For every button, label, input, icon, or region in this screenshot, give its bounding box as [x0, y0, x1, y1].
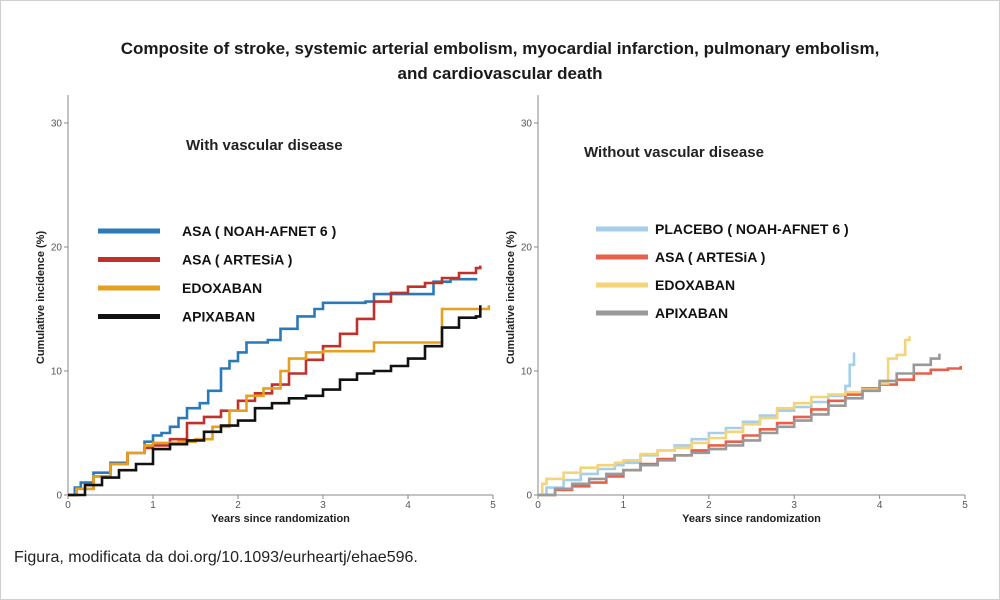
- x-tick-label: 0: [65, 500, 71, 511]
- legend-label: EDOXABAN: [655, 277, 735, 293]
- panel-with-vascular: 0 10 20 30 0 1 2 3 4 5 Years since randomization Cu…: [35, 95, 496, 525]
- x-tick-label: 1: [150, 500, 156, 511]
- x-tick-label: 2: [235, 500, 241, 511]
- figure-caption: Figura, modificata da doi.org/10.1093/eu…: [14, 549, 418, 566]
- y-tick-label: 30: [521, 119, 533, 130]
- x-axis-label: Years since randomization: [682, 513, 821, 525]
- panel-subtitle: Without vascular disease: [584, 144, 764, 161]
- legend-label: APIXABAN: [655, 305, 728, 321]
- panel-without-vascular: 0 10 20 30 0 1 2 3 4 5 Years since randomization Cu…: [505, 95, 968, 525]
- series-line-4: [68, 305, 482, 497]
- y-tick-label: 10: [521, 367, 533, 378]
- x-tick-label: 4: [877, 500, 883, 511]
- x-axis-label: Years since randomization: [211, 513, 350, 525]
- x-tick-label: 1: [621, 500, 627, 511]
- x-tick-label: 0: [535, 500, 541, 511]
- panel-subtitle: With vascular disease: [186, 137, 343, 154]
- x-tick-label: 2: [706, 500, 712, 511]
- x-tick-label: 4: [405, 500, 411, 511]
- legend-label: EDOXABAN: [182, 280, 262, 296]
- series-line-4: [538, 353, 941, 497]
- x-tick-label: 3: [320, 500, 326, 511]
- legend-label: APIXABAN: [182, 309, 255, 325]
- x-tick-label: 5: [962, 500, 968, 511]
- chart-main-title: Composite of stroke, systemic arterial e…: [120, 39, 880, 83]
- legend-label: ASA ( NOAH-AFNET 6 ): [182, 223, 336, 239]
- series-line-2: [68, 265, 482, 497]
- y-tick-label: 0: [56, 491, 62, 502]
- y-axis-label: Cumulative incidence (%): [35, 231, 47, 365]
- y-tick-label: 10: [51, 367, 63, 378]
- y-tick-label: 0: [526, 491, 532, 502]
- x-tick-label: 5: [490, 500, 496, 511]
- y-tick-label: 20: [51, 243, 63, 254]
- legend-label: ASA ( ARTESiA ): [182, 252, 292, 268]
- y-tick-label: 20: [521, 243, 533, 254]
- series-line-1: [538, 352, 856, 497]
- series-line-3: [68, 305, 491, 497]
- legend-label: PLACEBO ( NOAH-AFNET 6 ): [655, 221, 849, 237]
- x-tick-label: 3: [791, 500, 797, 511]
- series-line-2: [538, 366, 962, 497]
- y-axis-label: Cumulative incidence (%): [505, 231, 517, 365]
- legend-label: ASA ( ARTESiA ): [655, 249, 765, 265]
- y-tick-label: 30: [51, 119, 63, 130]
